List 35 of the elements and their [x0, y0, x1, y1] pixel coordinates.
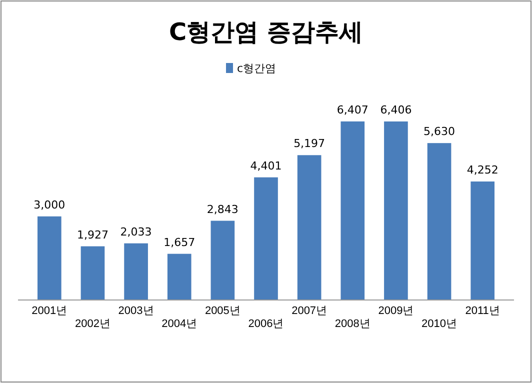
bar: [470, 181, 495, 300]
bar: [124, 243, 148, 300]
data-label: 4,252: [466, 163, 498, 176]
x-tick-label: 2011년: [465, 305, 500, 317]
x-tick-label: 2001년: [32, 305, 68, 317]
data-label: 5,630: [424, 125, 456, 138]
x-tick-label: 2003년: [118, 305, 154, 317]
bar: [427, 143, 452, 300]
x-tick-label: 2007년: [292, 305, 328, 317]
bar: [340, 121, 365, 300]
x-tick-label: 2009년: [378, 305, 414, 317]
data-label: 6,407: [336, 103, 368, 116]
bar: [297, 155, 322, 300]
data-label: 1,657: [164, 236, 196, 249]
x-tick-label: 2002년: [74, 318, 110, 330]
data-label: 6,406: [380, 103, 412, 116]
x-tick-label: 2004년: [162, 318, 198, 330]
x-tick-label: 2006년: [248, 318, 284, 330]
bar: [37, 216, 62, 300]
data-label: 2,843: [206, 202, 238, 216]
bar: [80, 246, 105, 300]
x-tick-label: 2008년: [334, 318, 370, 330]
x-tick-label: 2005년: [204, 305, 240, 317]
legend-label: c형간염: [237, 62, 276, 75]
data-label: 5,197: [294, 137, 326, 150]
data-label: 2,033: [120, 225, 152, 238]
chart-title: C형간염 증감추세: [169, 18, 363, 46]
bar: [384, 121, 408, 300]
bar: [254, 177, 278, 300]
bar: [210, 220, 235, 300]
x-tick-label: 2010년: [422, 318, 458, 330]
data-label: 1,927: [76, 228, 108, 242]
bar: [167, 254, 192, 300]
data-label: 3,000: [34, 198, 66, 212]
data-label: 4,401: [250, 159, 282, 172]
